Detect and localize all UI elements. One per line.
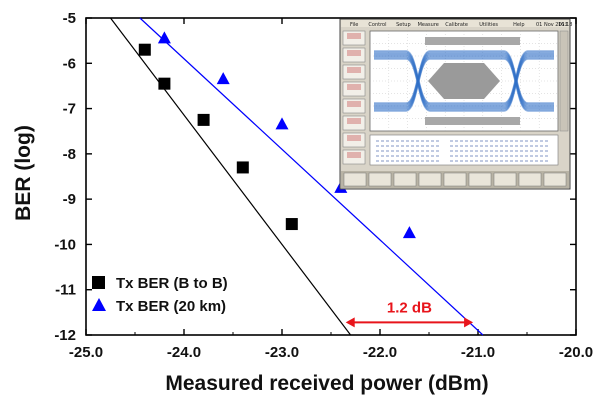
point-triangle	[275, 117, 289, 130]
x-tick-label: -23.0	[265, 344, 299, 361]
inset-tool-button	[342, 64, 366, 80]
y-tick-label: -11	[55, 282, 76, 299]
legend-swatch-square	[92, 276, 105, 289]
inset-mask-bottom	[425, 117, 520, 125]
inset-tool-icon	[347, 152, 361, 158]
inset-control-button	[468, 172, 492, 187]
annotations: 1.2 dB	[345, 299, 474, 328]
fit-line-1	[110, 17, 352, 336]
point-square	[158, 77, 171, 90]
legend-swatch-triangle	[92, 298, 106, 311]
annotation-arrowhead-left	[345, 317, 355, 328]
plot-axes: -25.0 -24.0 -23.0 -22.0 -21.0 -20.0 -5 -6 -7 -8 -9…	[54, 10, 593, 361]
inset-side-panel	[559, 30, 569, 132]
inset-tool-icon	[347, 135, 361, 141]
inset-menu-item: File	[350, 22, 358, 28]
fit-line-2	[139, 17, 484, 336]
inset-menu-item: Control	[368, 22, 386, 28]
legend: Tx BER (B to B) Tx BER (20 km)	[92, 275, 228, 315]
inset-tool-icon	[347, 118, 361, 124]
inset-menu-bar	[341, 20, 569, 27]
inset-control-button	[518, 172, 542, 187]
y-tick-label: -10	[54, 236, 76, 253]
y-tick-label: -8	[63, 146, 76, 163]
y-tick-label: -12	[54, 327, 76, 344]
inset-tool-button	[342, 47, 366, 63]
inset-tool-icon	[347, 67, 361, 73]
inset-eye-trace	[374, 58, 554, 112]
y-axis-title: BER (log)	[12, 125, 35, 221]
annotation-label: 1.2 dB	[387, 299, 432, 316]
point-square	[236, 161, 249, 174]
inset-control-button	[343, 172, 367, 187]
point-triangle	[402, 226, 416, 239]
inset-measurement-table	[369, 134, 559, 166]
inset-control-button	[368, 172, 392, 187]
inset-control-button	[443, 172, 467, 187]
inset-menu-item: Utilities	[479, 22, 498, 28]
inset-time: 16:18	[558, 22, 572, 28]
inset-menu-item: Help	[513, 22, 524, 28]
y-tick-label: -7	[63, 101, 76, 118]
inset-mask-top	[425, 37, 520, 45]
point-triangle	[216, 72, 230, 85]
x-tick-label: -25.0	[69, 344, 103, 361]
x-tick-label: -21.0	[461, 344, 495, 361]
inset-tool-button	[342, 115, 366, 131]
inset-tool-icon	[347, 101, 361, 107]
fit-lines	[110, 17, 484, 336]
oscilloscope-inset: File Control Setup Measure Calibrate Utilitie…	[339, 18, 572, 190]
inset-tool-icon	[347, 33, 361, 39]
legend-label-b2b: Tx BER (B to B)	[116, 275, 228, 292]
y-tick-label: -9	[63, 191, 76, 208]
inset-menu-item: Calibrate	[445, 22, 468, 28]
legend-label-20km: Tx BER (20 km)	[116, 298, 226, 315]
point-square	[285, 218, 298, 231]
inset-tool-button	[342, 81, 366, 97]
x-tick-label: -24.0	[167, 344, 201, 361]
inset-menu-item: Setup	[396, 22, 411, 28]
x-tick-label: -22.0	[363, 344, 397, 361]
annotation-arrowhead-right	[464, 317, 474, 328]
point-square	[197, 113, 210, 126]
inset-control-button	[393, 172, 417, 187]
inset-eye-trace	[374, 58, 554, 112]
inset-date: 01 Nov 2011	[536, 22, 568, 28]
inset-tool-button	[342, 98, 366, 114]
inset-tool-button	[342, 132, 366, 148]
x-axis-title: Measured received power (dBm)	[165, 372, 488, 395]
x-tick-label: -20.0	[559, 344, 593, 361]
point-triangle	[157, 31, 171, 44]
inset-mask-center	[428, 63, 500, 99]
inset-tool-icon	[347, 84, 361, 90]
inset-tool-button	[342, 30, 366, 46]
inset-control-button	[418, 172, 442, 187]
inset-tool-icon	[347, 50, 361, 56]
inset-tool-button	[342, 149, 366, 165]
y-tick-label: -6	[63, 55, 76, 72]
inset-menu-item: Measure	[418, 22, 439, 28]
point-square	[138, 43, 151, 56]
inset-control-button	[543, 172, 567, 187]
inset-control-button	[493, 172, 517, 187]
y-tick-label: -5	[63, 10, 76, 27]
